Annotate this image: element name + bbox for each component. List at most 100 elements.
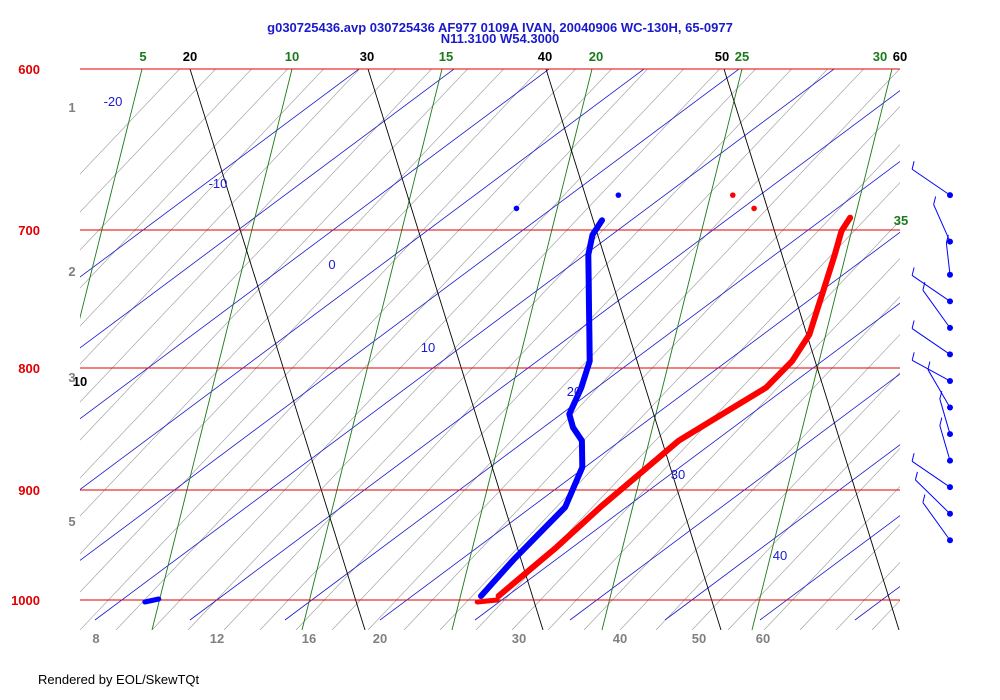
temperature-label-10: 10 — [73, 374, 87, 389]
dry-adiabat — [871, 600, 900, 630]
dry-adiabat — [80, 69, 612, 630]
dry-adiabat — [80, 69, 468, 479]
dry-adiabat — [80, 69, 252, 251]
isotherm-line — [379, 231, 900, 621]
isotherm-line — [80, 69, 740, 561]
wind-barb-dot — [947, 404, 953, 411]
mixing-ratio-label-30: 30 — [873, 49, 887, 64]
pressure-label-1000: 1000 — [11, 593, 40, 608]
wind-barb — [922, 282, 953, 331]
wind-barb-flag — [927, 361, 931, 370]
moist-adiabat-line — [902, 69, 1000, 630]
height-label-1: 1 — [68, 100, 75, 115]
dry-adiabat — [259, 69, 792, 630]
wind-barb-staff — [939, 398, 951, 435]
dewpoint-point — [615, 192, 622, 198]
isotherm-line — [80, 69, 645, 491]
mixing-ratio-line — [902, 69, 1000, 630]
temperature-label-40: 40 — [538, 49, 552, 64]
wind-barb-staff — [927, 369, 951, 408]
dry-adiabat — [439, 144, 900, 630]
isotherm-line — [284, 160, 900, 621]
wind-barb-staff — [933, 204, 951, 242]
dry-adiabat — [295, 69, 828, 630]
surface-dewpoint-mark — [142, 596, 162, 605]
height-label-3: 3 — [68, 370, 75, 385]
wind-barb-dot — [947, 192, 953, 199]
dry-adiabat — [80, 69, 504, 517]
wind-barb — [911, 320, 953, 358]
mixing-ratio-label-20: 20 — [589, 49, 603, 64]
pressure-label-700: 700 — [18, 223, 40, 238]
dry-adiabat — [835, 562, 900, 630]
dry-adiabat — [655, 372, 900, 630]
mixing-ratio-line — [301, 69, 443, 630]
bottom-label-12: 12 — [210, 631, 224, 646]
wind-barbs — [911, 161, 953, 544]
wind-barb-flag — [922, 494, 926, 503]
wind-barb — [911, 161, 953, 199]
dry-adiabat — [799, 524, 900, 630]
wind-barb-flag — [939, 390, 943, 400]
wind-barb-dot — [947, 238, 953, 245]
height-label-2: 2 — [68, 264, 75, 279]
wind-barb-staff — [911, 275, 951, 302]
isotherm-line — [80, 69, 550, 420]
wind-barb-dot — [947, 298, 953, 305]
temperature-trace — [495, 214, 854, 599]
bottom-label-40: 40 — [613, 631, 627, 646]
wind-barb-flag — [911, 453, 915, 462]
height-label-5: 5 — [68, 514, 75, 529]
chart-labels: g030725436.avp 030725436 AF977 0109A IVA… — [11, 20, 908, 646]
wind-barb-dot — [947, 431, 953, 438]
wind-barb-flag — [922, 282, 926, 291]
sounding-profiles — [142, 192, 854, 605]
wind-barb-flag — [911, 352, 915, 361]
wind-barb-staff — [922, 502, 951, 541]
mixing-ratio-label-25: 25 — [735, 49, 749, 64]
chart-title: g030725436.avp 030725436 AF977 0109A IVA… — [267, 20, 733, 35]
dry-adiabat — [80, 69, 432, 441]
dry-adiabat — [908, 39, 1000, 630]
dry-adiabat — [151, 69, 684, 630]
footer-credit: Rendered by EOL/SkewTQt — [38, 672, 200, 687]
wind-barb-staff — [922, 289, 951, 329]
wind-barb-dot — [947, 457, 953, 464]
temperature-label-20: 20 — [183, 49, 197, 64]
wind-barb — [914, 471, 953, 517]
dry-adiabat — [727, 448, 900, 630]
isotherm-label-40: 40 — [773, 548, 787, 563]
dry-adiabat — [403, 106, 900, 630]
dry-adiabat — [80, 69, 180, 175]
wind-barb-flag — [933, 196, 937, 205]
wind-barb-dot — [947, 537, 953, 544]
mixing-ratio-label-10: 10 — [285, 49, 299, 64]
isotherm-line — [80, 69, 455, 349]
dewpoint-point — [513, 205, 520, 212]
isotherm-line — [950, 0, 1000, 620]
temperature-point — [751, 205, 757, 212]
isotherm-label-30: 30 — [671, 467, 685, 482]
dry-adiabat — [223, 69, 756, 630]
pressure-label-900: 900 — [18, 483, 40, 498]
chart-subtitle: N11.3100 W54.3000 — [441, 31, 560, 46]
wind-barb-dot — [947, 484, 953, 491]
bottom-label-8: 8 — [92, 631, 99, 646]
dry-adiabat — [619, 334, 900, 630]
wind-barb — [927, 361, 953, 411]
pressure-label-800: 800 — [18, 361, 40, 376]
wind-barb — [911, 453, 953, 491]
pressure-label-600: 600 — [18, 62, 40, 77]
dry-adiabat — [367, 69, 900, 630]
bottom-label-20: 20 — [373, 631, 387, 646]
mixing-ratio-line — [80, 69, 143, 320]
temperature-point — [729, 192, 736, 198]
wind-barb-dot — [947, 510, 953, 517]
wind-barb-staff — [945, 242, 951, 275]
mixing-ratio-label-35: 35 — [894, 213, 908, 228]
wind-barb-dot — [947, 351, 953, 358]
isotherm-line — [94, 69, 835, 621]
wind-barb-staff — [911, 460, 951, 488]
moist-adiabat-line — [723, 69, 900, 630]
moist-adiabat-line — [189, 69, 366, 630]
